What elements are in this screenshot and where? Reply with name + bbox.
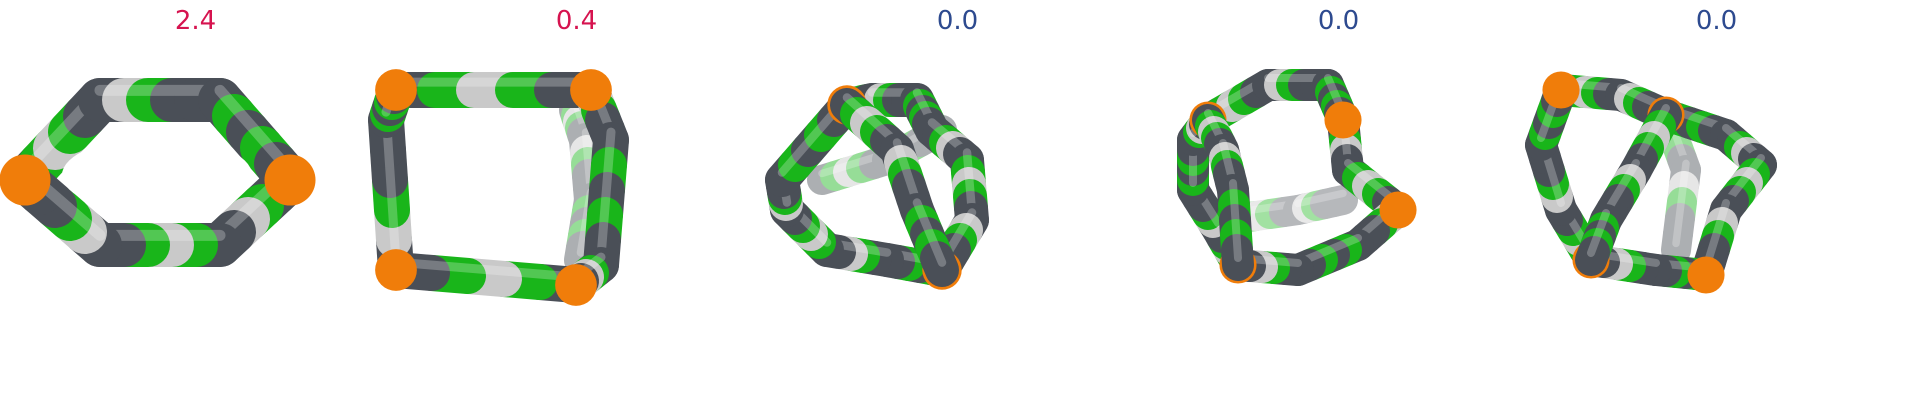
tube	[0, 78, 316, 267]
tube	[368, 69, 629, 306]
joint-atom	[264, 154, 316, 206]
joint-atom	[375, 69, 417, 111]
joint-atom	[375, 249, 417, 291]
tube	[1651, 100, 1701, 265]
tube	[1525, 71, 1777, 294]
tube	[830, 88, 959, 287]
cage-structure	[1525, 71, 1777, 294]
panel-value: 0.0	[936, 6, 979, 36]
joint-atom	[555, 264, 597, 306]
structure-panel-5: 0.0	[1525, 0, 1907, 416]
panel-value: 2.4	[174, 6, 217, 36]
tube	[1177, 69, 1417, 286]
cage-structure	[1177, 69, 1417, 286]
structure-panel-1: 2.4	[0, 0, 386, 416]
tube	[1192, 104, 1254, 281]
joint-atom	[1324, 101, 1362, 139]
structure-panel-2: 0.4	[368, 0, 767, 416]
joint-atom	[1687, 256, 1725, 294]
tube	[1575, 99, 1682, 276]
cage-structure	[368, 69, 629, 306]
structure-panel-4: 0.0	[1148, 0, 1529, 416]
panel-value: 0.4	[555, 6, 598, 36]
joint-atom	[1542, 71, 1580, 109]
joint-atom	[1379, 191, 1417, 229]
cage-structure	[765, 83, 989, 290]
panel-value: 0.0	[1695, 6, 1738, 36]
joint-atom	[0, 154, 51, 206]
joint-atom	[570, 69, 612, 111]
panel-value: 0.0	[1317, 6, 1360, 36]
structure-panel-3: 0.0	[765, 0, 1148, 416]
ring-hole	[62, 137, 252, 213]
ring-structure	[0, 78, 316, 267]
